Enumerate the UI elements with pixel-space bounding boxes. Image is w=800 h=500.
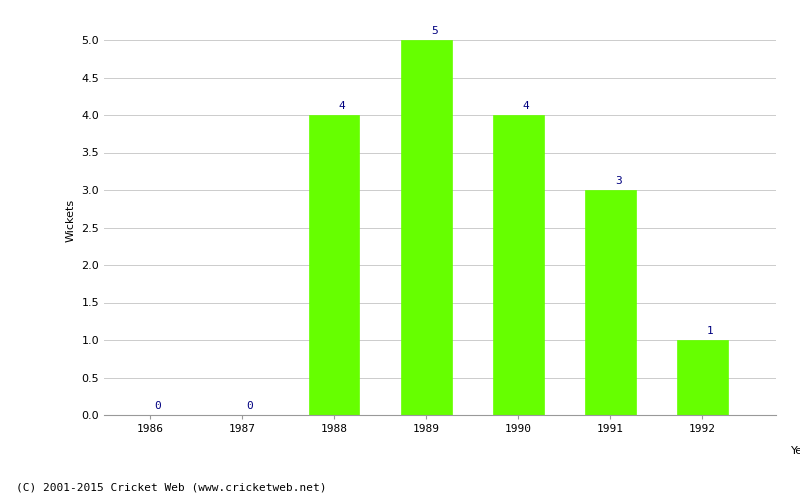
Text: 1: 1 [707, 326, 714, 336]
Text: 0: 0 [154, 401, 162, 411]
Bar [585, 190, 636, 415]
Y-axis label: Wickets: Wickets [66, 198, 76, 242]
Text: 4: 4 [523, 100, 530, 110]
Bar [677, 340, 728, 415]
Text: 4: 4 [338, 100, 346, 110]
Text: 0: 0 [246, 401, 254, 411]
Bar [401, 40, 451, 415]
Text: (C) 2001-2015 Cricket Web (www.cricketweb.net): (C) 2001-2015 Cricket Web (www.cricketwe… [16, 482, 326, 492]
Bar [309, 115, 359, 415]
Text: 5: 5 [430, 26, 438, 36]
Text: 3: 3 [615, 176, 622, 186]
X-axis label: Year: Year [791, 446, 800, 456]
Bar [493, 115, 543, 415]
